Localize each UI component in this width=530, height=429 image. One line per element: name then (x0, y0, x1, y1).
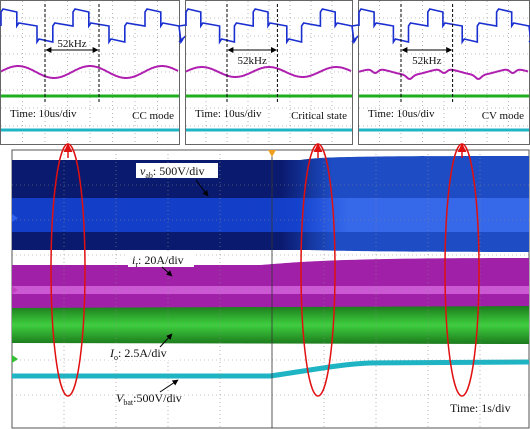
figure: 52kHz Time: 10us/div CC mode 52kHz Time: 10… (0, 0, 530, 429)
mode-label: CV mode (482, 110, 524, 122)
inset-cv: 52kHz Time: 10us/div CV mode (359, 1, 530, 145)
time-scale: Time: 1s/div (450, 401, 511, 415)
ir-label: ir: 20A/div (132, 253, 184, 269)
scale: : 20A/div (138, 253, 184, 267)
ir-core (12, 286, 529, 294)
vab-core (12, 198, 529, 232)
frequency-label: 52kHz (412, 55, 441, 67)
frequency-label: 52kHz (57, 38, 86, 50)
io-label: Io: 2.5A/div (109, 346, 167, 362)
inset-frame (186, 1, 353, 145)
inset-frame (1, 1, 180, 145)
inset-cc: 52kHz Time: 10us/div CC mode (1, 1, 199, 145)
mode-label: Critical state (291, 110, 347, 122)
time-scale: Time: 10us/div (195, 108, 262, 120)
time-scale: Time: 10us/div (10, 108, 77, 120)
scale: : 500V/div (153, 164, 205, 178)
scale: :500V/div (133, 391, 182, 405)
mode-label: CC mode (132, 110, 174, 122)
main-scope: vab: 500V/div ir: 20A/div Io: 2.5A/div V… (12, 144, 529, 428)
subscript: ab (145, 171, 153, 180)
inset-critical: 52kHz Time: 10us/div Critical state (186, 1, 371, 145)
frequency-label: 52kHz (238, 55, 267, 67)
time-scale: Time: 10us/div (368, 108, 435, 120)
io-band (12, 306, 529, 344)
scale: : 2.5A/div (118, 346, 167, 360)
